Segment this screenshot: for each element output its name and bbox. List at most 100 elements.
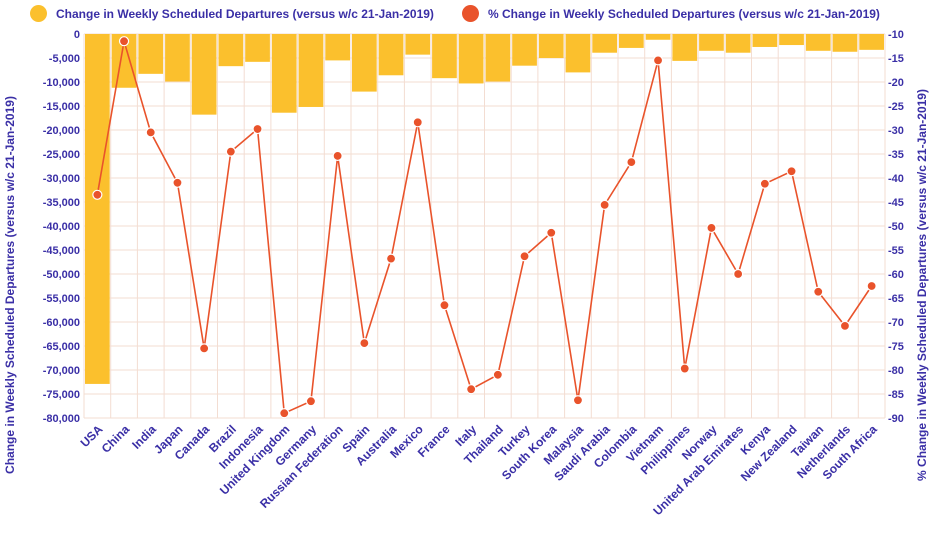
point-indonesia[interactable] [252, 123, 263, 135]
left-tick-label: -15,000 [43, 101, 80, 113]
bar-mexico[interactable] [405, 34, 431, 55]
right-tick-label: -20 [888, 77, 904, 89]
bar-saudi-arabia[interactable] [592, 34, 617, 53]
point-saudi-arabia[interactable] [599, 199, 610, 210]
point-united-kingdom[interactable] [279, 408, 290, 419]
point-india[interactable] [145, 127, 156, 138]
bar-norway[interactable] [699, 34, 724, 51]
point-italy[interactable] [466, 384, 477, 395]
right-tick-label: -55 [888, 245, 904, 257]
bar-canada[interactable] [191, 34, 217, 115]
point-kenya[interactable] [759, 178, 770, 189]
legend: Change in Weekly Scheduled Departures (v… [0, 0, 936, 32]
left-tick-label: -80,000 [43, 413, 80, 425]
left-tick-label: -25,000 [43, 149, 80, 161]
gridlines [83, 33, 886, 419]
line-series [92, 36, 877, 419]
point-south-korea[interactable] [546, 227, 557, 238]
bar-series [85, 34, 884, 384]
left-axis-title: Change in Weekly Scheduled Departures (v… [3, 96, 17, 474]
bar-colombia[interactable] [619, 34, 644, 48]
bar-south-africa[interactable] [859, 34, 884, 50]
right-tick-label: -85 [888, 389, 904, 401]
point-norway[interactable] [706, 222, 717, 234]
point-thailand[interactable] [492, 369, 503, 380]
right-axis-ticks: -10 -15 -20 -25 -30 -35 -40 -45 -50 -55 -60 -65 -70 -… [888, 29, 904, 425]
point-china[interactable] [118, 36, 130, 47]
right-axis-title: % Change in Weekly Scheduled Departures … [915, 89, 929, 481]
bar-vietnam[interactable] [645, 34, 671, 40]
bar-france[interactable] [432, 34, 457, 79]
bar-new-zealand[interactable] [779, 34, 804, 46]
bar-brazil[interactable] [218, 34, 244, 67]
legend-item-departures-change[interactable]: Change in Weekly Scheduled Departures (v… [30, 5, 434, 22]
left-tick-label: -70,000 [43, 365, 80, 377]
point-south-africa[interactable] [866, 280, 877, 292]
bar-kenya[interactable] [752, 34, 778, 47]
bar-united-kingdom[interactable] [271, 34, 297, 113]
point-france[interactable] [439, 300, 450, 311]
point-russian-federation[interactable] [332, 150, 343, 162]
point-turkey[interactable] [519, 251, 530, 262]
bar-philippines[interactable] [672, 34, 698, 61]
point-philippines[interactable] [679, 363, 690, 374]
point-malaysia[interactable] [572, 395, 584, 406]
bar-south-korea[interactable] [538, 34, 564, 58]
point-usa[interactable] [92, 189, 103, 200]
bar-italy[interactable] [458, 34, 484, 84]
point-japan[interactable] [172, 177, 183, 188]
left-tick-label: -55,000 [43, 293, 80, 305]
legend-marker-bar-series [30, 5, 47, 22]
bar-india[interactable] [138, 34, 164, 74]
right-tick-label: -10 [888, 29, 904, 41]
bar-australia[interactable] [378, 34, 404, 76]
bar-united-arab-emirates[interactable] [725, 34, 751, 53]
bar-spain[interactable] [352, 34, 377, 92]
left-tick-label: -60,000 [43, 317, 80, 329]
left-tick-label: -45,000 [43, 245, 80, 257]
right-tick-label: -60 [888, 269, 904, 281]
bar-japan[interactable] [165, 34, 190, 82]
category-label-china: China [99, 422, 133, 456]
legend-item-percent-change[interactable]: % Change in Weekly Scheduled Departures … [462, 5, 880, 22]
right-tick-label: -90 [888, 413, 904, 425]
point-australia[interactable] [385, 253, 397, 264]
left-tick-label: -30,000 [43, 173, 80, 185]
bar-usa[interactable] [85, 34, 110, 384]
category-axis-labels: USAChinaIndiaJapanCanadaBrazilIndonesiaU… [78, 422, 880, 518]
bar-indonesia[interactable] [245, 34, 270, 62]
point-brazil[interactable] [225, 146, 236, 157]
percent-change-line [96, 40, 873, 415]
point-spain[interactable] [359, 338, 370, 349]
point-taiwan[interactable] [813, 286, 824, 297]
legend-label-departures-change: Change in Weekly Scheduled Departures (v… [56, 6, 434, 21]
bar-malaysia[interactable] [565, 34, 591, 73]
left-tick-label: -20,000 [43, 125, 80, 137]
right-tick-label: -30 [888, 125, 904, 137]
right-tick-label: -50 [888, 221, 904, 233]
left-tick-label: -65,000 [43, 341, 80, 353]
right-tick-label: -75 [888, 341, 904, 353]
point-germany[interactable] [305, 396, 317, 407]
bar-russian-federation[interactable] [325, 34, 350, 61]
left-axis-ticks: 0 -5,000 -10,000 -15,000 -20,000 -25,000 -30,0… [43, 29, 80, 425]
point-vietnam[interactable] [652, 55, 664, 66]
right-tick-label: -15 [888, 53, 904, 65]
point-united-arab-emirates[interactable] [733, 268, 744, 280]
point-colombia[interactable] [626, 157, 637, 168]
bar-germany[interactable] [298, 34, 324, 107]
point-netherlands[interactable] [839, 320, 851, 331]
point-new-zealand[interactable] [786, 166, 797, 177]
legend-marker-line-series [462, 5, 479, 22]
right-tick-label: -35 [888, 149, 904, 161]
right-tick-label: -70 [888, 317, 904, 329]
left-tick-label: 0 [74, 29, 80, 41]
point-canada[interactable] [199, 343, 210, 354]
right-tick-label: -80 [888, 365, 904, 377]
bar-taiwan[interactable] [805, 34, 831, 51]
bar-netherlands[interactable] [832, 34, 858, 52]
bar-turkey[interactable] [512, 34, 537, 66]
bar-thailand[interactable] [485, 34, 511, 82]
point-mexico[interactable] [412, 117, 423, 128]
